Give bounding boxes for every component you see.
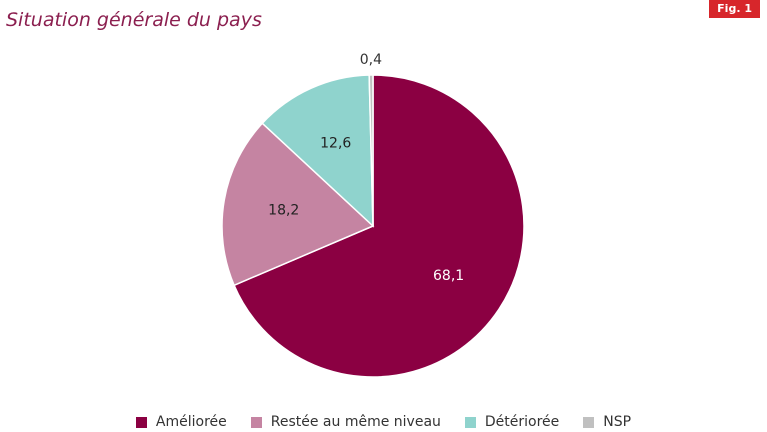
chart-title: Situation générale du pays [6,9,262,31]
legend-label: Détériorée [484,414,560,430]
legend-swatch [135,416,147,428]
legend-item-amelioree: Améliorée [135,414,227,430]
legend-swatch [464,416,476,428]
legend-item-nsp: NSP [583,414,631,430]
legend-label: Restée au même niveau [270,414,441,430]
data-label-deterioree: 12,6 [320,135,351,151]
legend-item-restee-au-meme-niveau: Restée au même niveau [250,414,441,430]
data-label-amelioree: 68,1 [433,268,464,284]
legend-label: NSP [603,414,632,430]
pie-chart: 68,1 18,2 12,6 0,4 [221,52,525,378]
legend-item-deterioree: Détériorée [464,414,560,430]
data-label-nsp: 0,4 [360,52,382,68]
legend-swatch [250,416,262,428]
pie-slice-deterioree [261,74,374,228]
pie-slice-restee-au-meme-niveau [221,122,375,287]
legend-label: Améliorée [155,414,227,430]
pie-slice-amelioree [233,74,525,378]
figure-number-badge: Fig. 1 [709,0,760,18]
legend-swatch [583,416,595,428]
pie-slice-nsp [368,74,374,227]
data-label-restee-au-meme-niveau: 18,2 [268,202,299,218]
chart-legend: Améliorée Restée au même niveau Détériorée… [0,414,767,430]
